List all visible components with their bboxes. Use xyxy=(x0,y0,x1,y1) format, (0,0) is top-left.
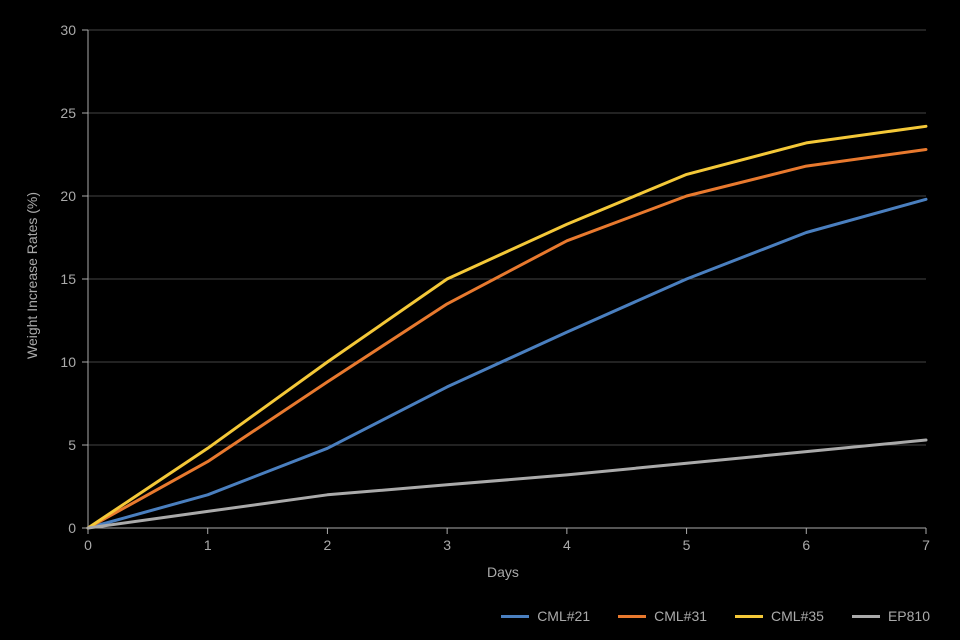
x-tick-label: 5 xyxy=(683,537,691,553)
x-tick-label: 7 xyxy=(922,537,930,553)
x-tick-label: 2 xyxy=(324,537,332,553)
line-chart: 0 5 10 15 20 25 30 0 1 2 3 4 5 6 7 xyxy=(0,0,960,588)
legend-item: CML#21 xyxy=(501,608,590,624)
x-tick-label: 4 xyxy=(563,537,571,553)
legend-swatch xyxy=(618,615,646,618)
series-EP810 xyxy=(88,440,926,528)
y-tick-label: 20 xyxy=(60,188,76,204)
legend-item: EP810 xyxy=(852,608,930,624)
y-tick-label: 0 xyxy=(68,520,76,536)
legend-item: CML#31 xyxy=(618,608,707,624)
x-tick-label: 0 xyxy=(84,537,92,553)
y-tick-label: 30 xyxy=(60,22,76,38)
legend: CML#21 CML#31 CML#35 EP810 xyxy=(501,608,930,624)
x-tick-label: 6 xyxy=(802,537,810,553)
chart-container: 0 5 10 15 20 25 30 0 1 2 3 4 5 6 7 Weight Increase Rat… xyxy=(0,0,960,640)
x-axis-label: Days xyxy=(487,564,519,580)
legend-swatch xyxy=(501,615,529,618)
y-axis-label: Weight Increase Rates (%) xyxy=(24,192,40,359)
x-tick-label: 1 xyxy=(204,537,212,553)
series-CML#35 xyxy=(88,126,926,528)
y-tick-label: 10 xyxy=(60,354,76,370)
series-CML#31 xyxy=(88,150,926,529)
legend-item: CML#35 xyxy=(735,608,824,624)
legend-label: EP810 xyxy=(888,608,930,624)
x-tick-label: 3 xyxy=(443,537,451,553)
legend-swatch xyxy=(852,615,880,618)
legend-label: CML#35 xyxy=(771,608,824,624)
legend-label: CML#21 xyxy=(537,608,590,624)
legend-label: CML#31 xyxy=(654,608,707,624)
legend-swatch xyxy=(735,615,763,618)
y-tick-label: 5 xyxy=(68,437,76,453)
y-tick-label: 15 xyxy=(60,271,76,287)
y-tick-label: 25 xyxy=(60,105,76,121)
